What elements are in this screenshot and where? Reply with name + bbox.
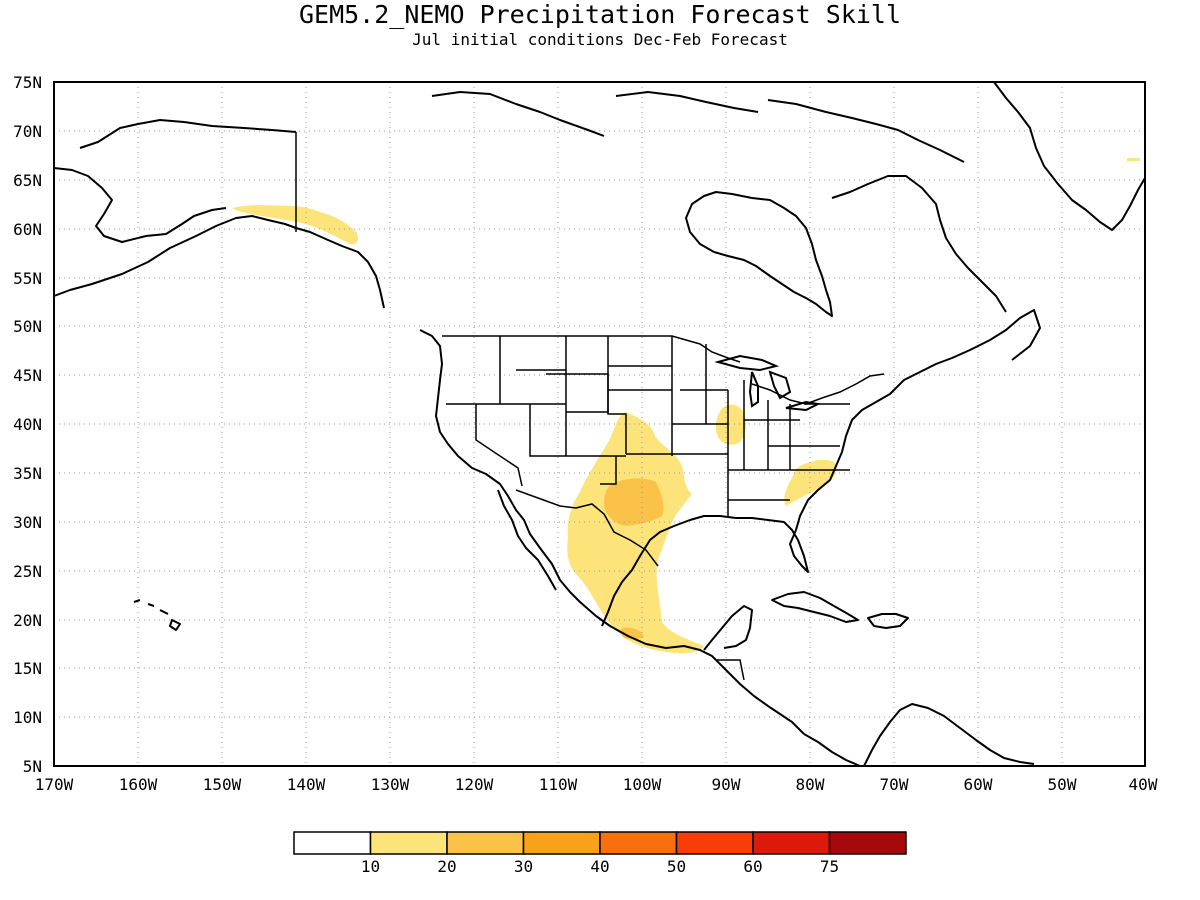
legend-swatch-0 — [293, 831, 372, 855]
skill-region-south-mexico — [620, 627, 644, 640]
skill-region-nova-scotia — [1127, 158, 1140, 161]
latitude-labels: 75N 70N 65N 60N 55N 50N 45N 40N 35N 30N … — [13, 73, 42, 776]
coastline-hawaii — [133, 599, 181, 631]
color-legend: 10 20 30 40 50 60 75 — [293, 831, 907, 876]
lat-tick-label: 30N — [13, 513, 42, 532]
lon-tick-label: 100W — [623, 775, 662, 794]
lat-tick-label: 45N — [13, 366, 42, 385]
legend-tick-label: 30 — [514, 857, 533, 876]
lat-tick-label: 75N — [13, 73, 42, 92]
legend-tick-label: 40 — [590, 857, 609, 876]
lat-tick-label: 60N — [13, 220, 42, 239]
map-title: GEM5.2_NEMO Precipitation Forecast Skill — [299, 0, 901, 29]
lat-tick-label: 10N — [13, 708, 42, 727]
lon-tick-label: 90W — [712, 775, 741, 794]
border-us-mexico — [515, 489, 659, 567]
lake-michigan — [748, 371, 759, 408]
border-states-west — [446, 336, 609, 487]
lat-tick-label: 50N — [13, 317, 42, 336]
lon-tick-label: 140W — [287, 775, 326, 794]
border-mexico-guatemala — [716, 659, 745, 681]
lon-tick-label: 130W — [371, 775, 410, 794]
border-states-east — [727, 380, 850, 516]
legend-swatch-4 — [599, 831, 678, 855]
coastline-east-us — [795, 309, 1041, 531]
coastline-cuba — [771, 591, 859, 623]
legend-tick-label: 50 — [667, 857, 686, 876]
coastline-north-alaska — [79, 119, 297, 149]
skill-region-central-texas — [604, 478, 664, 526]
coastlines — [53, 81, 1146, 767]
legend-tick-label: 60 — [743, 857, 762, 876]
lon-tick-label: 80W — [796, 775, 825, 794]
longitude-labels: 170W 160W 150W 140W 130W 120W 110W 100W … — [35, 775, 1158, 794]
lat-lon-grid — [54, 82, 1145, 766]
lake-huron — [768, 370, 792, 400]
coastline-west-us — [419, 329, 805, 735]
skill-region-alaska — [232, 205, 358, 245]
lon-tick-label: 170W — [35, 775, 74, 794]
legend-tick-label: 20 — [437, 857, 456, 876]
lat-tick-label: 40N — [13, 415, 42, 434]
lat-tick-label: 65N — [13, 171, 42, 190]
legend-swatch-5 — [675, 831, 754, 855]
skill-region-illinois — [715, 404, 747, 445]
lat-tick-label: 55N — [13, 269, 42, 288]
lon-tick-label: 40W — [1129, 775, 1158, 794]
coastline-yucatan — [703, 605, 753, 651]
legend-swatch-2 — [446, 831, 525, 855]
coastline-hudson-bay — [685, 191, 833, 317]
lat-tick-label: 20N — [13, 611, 42, 630]
lat-tick-label: 5N — [23, 757, 42, 776]
lon-tick-label: 50W — [1048, 775, 1077, 794]
coastline-hispaniola — [867, 613, 909, 629]
lon-tick-label: 150W — [203, 775, 242, 794]
political-borders — [295, 132, 885, 681]
lon-tick-label: 120W — [455, 775, 494, 794]
lat-tick-label: 35N — [13, 464, 42, 483]
coastline-arctic-archipelago — [431, 91, 965, 163]
lat-tick-label: 25N — [13, 562, 42, 581]
legend-swatch-7 — [828, 831, 907, 855]
lon-tick-label: 60W — [964, 775, 993, 794]
legend-swatch-6 — [752, 831, 831, 855]
coastline-greenland — [993, 81, 1146, 231]
legend-tick-label: 10 — [361, 857, 380, 876]
lon-tick-label: 70W — [880, 775, 909, 794]
map-subtitle: Jul initial conditions Dec-Feb Forecast — [412, 30, 788, 49]
coastline-alaska-west — [53, 167, 227, 243]
coastline-baja — [497, 489, 557, 591]
legend-tick-label: 75 — [820, 857, 839, 876]
border-states-central — [566, 336, 728, 485]
great-lakes — [714, 354, 822, 412]
map-plot-area — [53, 81, 1146, 767]
lon-tick-label: 160W — [119, 775, 158, 794]
legend-swatch-3 — [522, 831, 601, 855]
lat-tick-label: 70N — [13, 122, 42, 141]
coastline-alaska — [53, 215, 385, 309]
lon-tick-label: 110W — [539, 775, 578, 794]
lake-superior — [714, 354, 780, 372]
lat-tick-label: 15N — [13, 659, 42, 678]
skill-region-southern-plains — [567, 412, 704, 654]
legend-swatch-1 — [369, 831, 448, 855]
plot-frame — [53, 81, 1146, 767]
coastline-central-america — [803, 703, 1035, 767]
coastline-labrador — [831, 175, 1007, 313]
lake-erie — [785, 400, 822, 412]
skill-shading-20-30 — [604, 478, 664, 640]
skill-shading-10-20 — [232, 158, 1140, 654]
coastline-gulf — [601, 515, 809, 627]
